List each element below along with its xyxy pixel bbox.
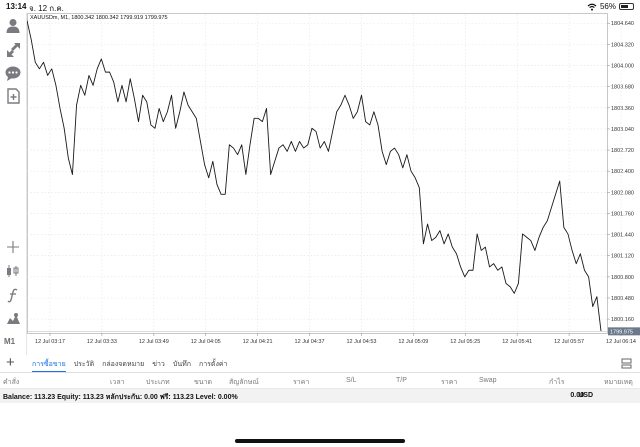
add-icon[interactable]: + [6, 354, 15, 371]
tab-4[interactable]: บันทึก [172, 361, 191, 368]
time-label: 12 Jul 05:09 [398, 339, 428, 345]
column-header-9[interactable]: Swap [479, 377, 497, 384]
status-time: 13:14 [6, 2, 27, 11]
tab-1[interactable]: ประวัติ [73, 361, 95, 368]
account-icon[interactable] [4, 16, 22, 34]
price-label: 1800.800 [611, 275, 634, 281]
time-label: 12 Jul 04:53 [346, 339, 376, 345]
left-toolbar: M1 [0, 13, 27, 355]
column-header-11[interactable]: หมายเหตุ [604, 379, 633, 386]
tab-3[interactable]: ข่าว [152, 361, 165, 368]
current-price-tag [608, 327, 640, 336]
currency-label: USD [578, 392, 593, 399]
period-button[interactable]: M1 [4, 337, 16, 346]
price-label: 1804.320 [611, 42, 634, 48]
column-header-0[interactable]: คำสั่ง [3, 379, 20, 386]
time-label: 12 Jul 04:21 [243, 339, 273, 345]
price-label: 1804.640 [611, 21, 634, 27]
column-header-4[interactable]: สัญลักษณ์ [229, 379, 259, 386]
function-icon[interactable] [4, 286, 22, 304]
tab-0[interactable]: การซื้อขาย [32, 359, 66, 372]
balance-summary: Balance: 113.23 Equity: 113.23 หลักประกั… [3, 394, 238, 401]
plot-frame [27, 13, 608, 334]
crosshair-icon[interactable] [4, 238, 22, 256]
balance-row: Balance: 113.23 Equity: 113.23 หลักประกั… [0, 389, 640, 403]
column-header-6[interactable]: S/L [346, 377, 357, 384]
battery-icon [619, 3, 634, 10]
price-label: 1803.360 [611, 106, 634, 112]
time-label: 12 Jul 05:25 [450, 339, 480, 345]
tab-5[interactable]: การตั้งค่า [198, 361, 228, 368]
price-series-line [27, 20, 602, 332]
column-header-10[interactable]: กำไร [549, 379, 565, 386]
objects-icon[interactable] [4, 310, 22, 328]
column-header-1[interactable]: เวลา [110, 379, 125, 386]
battery-percent: 56% [599, 2, 616, 11]
price-label: 1801.440 [611, 233, 634, 239]
column-header-2[interactable]: ประเภท [146, 379, 170, 386]
chart-info: XAUUSDm, M1, 1800.342 1800.342 1799.919 … [30, 15, 168, 21]
total-profit: 0.00 [570, 392, 584, 399]
time-label: 12 Jul 05:57 [554, 339, 584, 345]
wifi-icon [587, 3, 597, 11]
price-label: 1802.400 [611, 169, 634, 175]
time-label: 12 Jul 03:17 [35, 339, 65, 345]
chat-icon[interactable] [4, 64, 22, 82]
price-label: 1804.000 [611, 64, 634, 70]
column-header-5[interactable]: ราคา [293, 379, 310, 386]
price-label: 1801.760 [611, 211, 634, 217]
price-label: 1800.160 [611, 317, 634, 323]
column-header-7[interactable]: T/P [396, 377, 407, 384]
layout-toggle-icon[interactable] [621, 358, 632, 369]
price-label: 1803.040 [611, 127, 634, 133]
indicators-icon[interactable] [4, 262, 22, 280]
home-indicator [235, 439, 405, 443]
price-label: 1800.480 [611, 296, 634, 302]
price-label: 1802.080 [611, 190, 634, 196]
column-header-3[interactable]: ขนาด [194, 379, 213, 386]
status-right: 56% [587, 2, 634, 11]
price-label: 1803.680 [611, 85, 634, 91]
time-label: 12 Jul 03:49 [139, 339, 169, 345]
price-label: 1802.720 [611, 148, 634, 154]
price-label: 1801.120 [611, 254, 634, 260]
time-label: 12 Jul 04:05 [191, 339, 221, 345]
time-label: 12 Jul 06:14 [606, 339, 636, 345]
time-label: 12 Jul 05:41 [502, 339, 532, 345]
column-header-8[interactable]: ราคา [441, 379, 458, 386]
time-label: 12 Jul 03:33 [87, 339, 117, 345]
trade-table-header: คำสั่ง เวลา ประเภท ขนาด สัญลักษณ์ ราคา S/L T/P ร… [0, 373, 640, 389]
price-chart[interactable]: 1804.640 1804.320 1804.000 1803.680 1803.360… [27, 13, 640, 355]
status-bar: 13:14 จ. 12 ก.ค. 56% [0, 0, 640, 13]
current-price-label: 1799.975 [610, 329, 633, 335]
terminal-tabs-bar: + การซื้อขาย ประวัติ กล่องจดหมาย ข่าว บันทึก… [0, 355, 640, 373]
tab-2[interactable]: กล่องจดหมาย [102, 361, 145, 368]
terminal-tabs: การซื้อขาย ประวัติ กล่องจดหมาย ข่าว บันทึก กา… [32, 359, 227, 372]
time-label: 12 Jul 04:37 [295, 339, 325, 345]
new-order-icon[interactable] [4, 87, 22, 105]
status-date: จ. 12 ก.ค. [29, 4, 64, 13]
trade-arrows-icon[interactable] [4, 40, 22, 58]
chart-area[interactable]: 1804.640 1804.320 1804.000 1803.680 1803.360… [27, 13, 640, 355]
